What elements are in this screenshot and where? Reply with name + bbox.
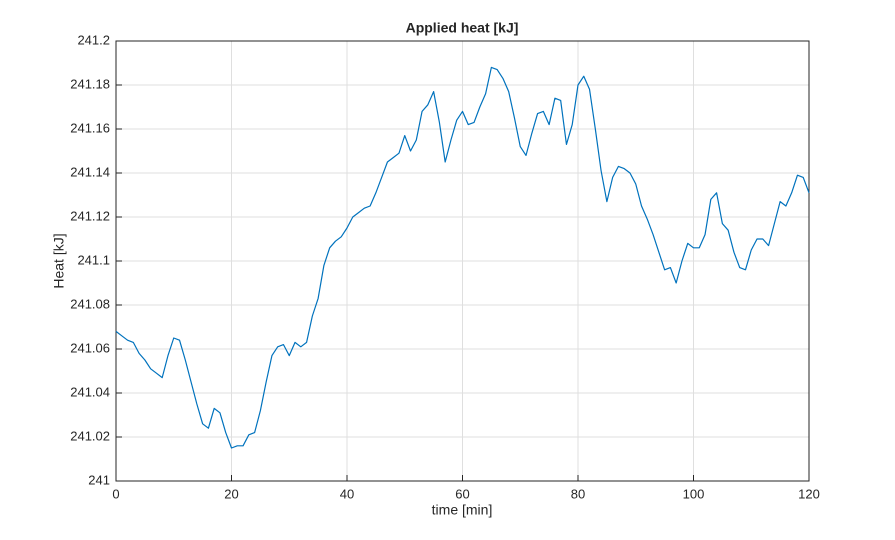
y-tick-label: 241.08	[70, 296, 110, 311]
y-tick-label: 241.14	[70, 164, 110, 179]
x-axis-label: time [min]	[432, 502, 493, 518]
x-tick-label: 120	[798, 486, 820, 501]
y-tick-label: 241.02	[70, 428, 110, 443]
chart-title: Applied heat [kJ]	[406, 20, 519, 36]
x-tick-label: 20	[224, 486, 238, 501]
y-tick-label: 241.16	[70, 120, 110, 135]
x-tick-label: 0	[112, 486, 119, 501]
y-axis-label: Heat [kJ]	[51, 233, 67, 288]
x-tick-label: 100	[683, 486, 705, 501]
x-tick-label: 40	[340, 486, 354, 501]
y-tick-label: 241.1	[77, 252, 110, 267]
y-tick-label: 241.2	[77, 32, 110, 47]
y-tick-label: 241.04	[70, 384, 110, 399]
x-tick-label: 80	[571, 486, 585, 501]
x-tick-label: 60	[455, 486, 469, 501]
y-tick-label: 241.18	[70, 76, 110, 91]
plot-frame	[115, 40, 810, 482]
data-line	[115, 66, 810, 449]
y-tick-label: 241.06	[70, 340, 110, 355]
y-tick-label: 241.12	[70, 208, 110, 223]
y-tick-label: 241	[88, 472, 110, 487]
